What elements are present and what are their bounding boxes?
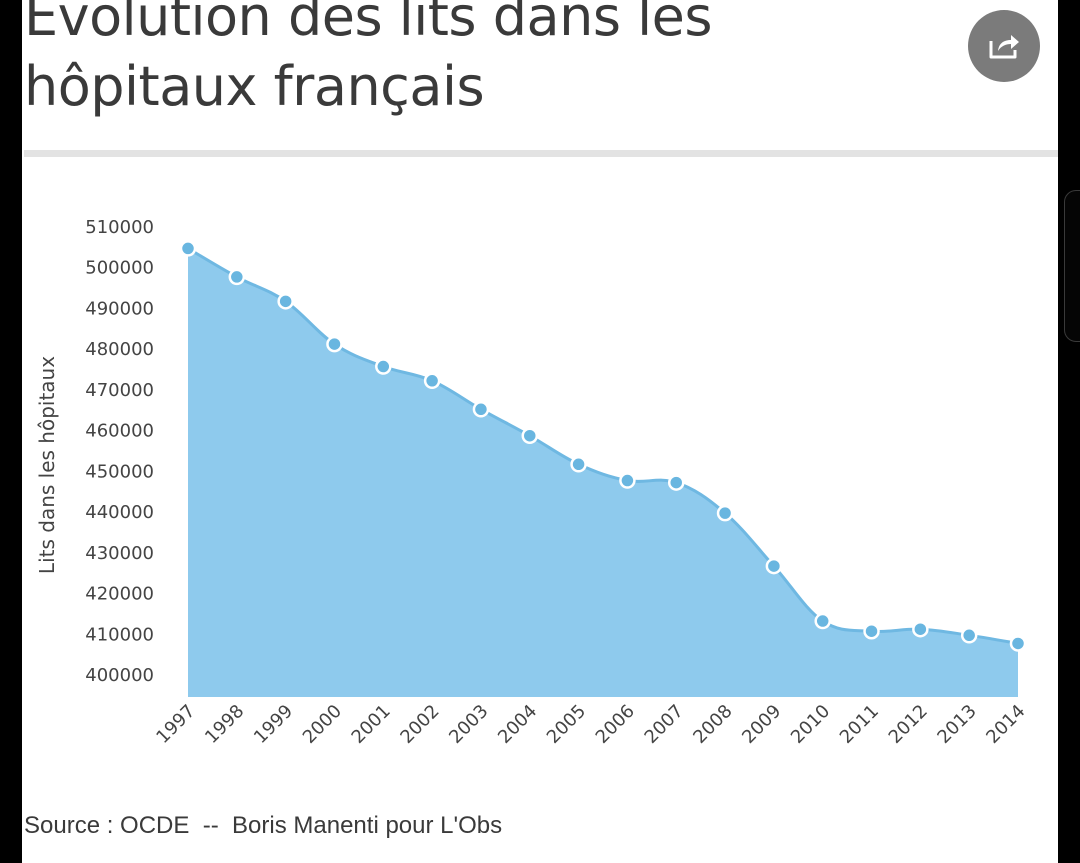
x-tick-label: 2014 <box>982 701 1029 748</box>
data-point-2004[interactable] <box>521 427 539 444</box>
y-tick-label: 500000 <box>85 258 154 279</box>
y-tick-label: 480000 <box>85 339 154 360</box>
data-point-2003[interactable] <box>472 401 490 418</box>
data-point-2002[interactable] <box>423 372 441 390</box>
area-fill <box>188 248 1018 697</box>
x-tick-label: 1997 <box>152 701 199 748</box>
y-tick-label: 510000 <box>85 217 154 238</box>
y-tick-label: 410000 <box>85 624 154 645</box>
data-point-2008[interactable] <box>716 504 734 522</box>
x-tick-label: 2006 <box>592 701 639 748</box>
x-tick-label: 2010 <box>787 701 834 748</box>
x-tick-label: 2004 <box>494 701 541 748</box>
y-tick-label: 490000 <box>85 298 154 319</box>
x-tick-label: 1998 <box>201 701 248 748</box>
data-point-2013[interactable] <box>960 627 978 644</box>
y-axis-label: Lits dans les hôpitaux <box>35 356 59 574</box>
data-point-2011[interactable] <box>863 622 880 640</box>
data-point-1997[interactable] <box>179 240 197 257</box>
x-tick-label: 2000 <box>299 701 346 748</box>
x-tick-label: 2005 <box>543 701 590 748</box>
source-credit: Source : OCDE -- Boris Manenti pour L'Ob… <box>24 812 503 839</box>
x-tick-label: 2009 <box>738 701 785 748</box>
data-point-2005[interactable] <box>570 456 587 473</box>
y-tick-label: 440000 <box>85 502 154 523</box>
data-point-2007[interactable] <box>667 474 685 491</box>
share-button[interactable] <box>968 10 1040 82</box>
y-tick-label: 420000 <box>85 584 154 605</box>
x-tick-label: 2001 <box>348 701 395 748</box>
x-tick-label: 1999 <box>250 701 297 748</box>
data-point-2012[interactable] <box>912 620 929 638</box>
y-tick-label: 460000 <box>85 421 154 442</box>
y-tick-label: 470000 <box>85 380 154 401</box>
data-point-2010[interactable] <box>814 612 831 630</box>
x-tick-label: 2008 <box>689 701 736 748</box>
y-tick-label: 450000 <box>85 461 154 482</box>
data-point-2009[interactable] <box>765 557 783 575</box>
title-divider <box>24 150 1058 157</box>
x-tick-label: 2011 <box>836 701 883 748</box>
y-tick-label: 400000 <box>85 665 154 686</box>
share-icon <box>989 35 1019 59</box>
x-tick-label: 2003 <box>445 701 492 748</box>
data-point-2014[interactable] <box>1009 635 1027 652</box>
data-point-2001[interactable] <box>375 358 392 375</box>
data-point-2000[interactable] <box>326 335 343 353</box>
x-tick-label: 2013 <box>933 701 980 748</box>
x-tick-label: 2012 <box>885 701 932 748</box>
x-tick-label: 2002 <box>396 701 443 748</box>
y-tick-label: 430000 <box>85 543 154 564</box>
data-point-2006[interactable] <box>619 472 636 489</box>
x-tick-label: 2007 <box>641 701 688 748</box>
side-edge <box>1064 190 1080 342</box>
page-title: Evolution des lits dans les hôpitaux fra… <box>24 0 712 118</box>
data-point-1998[interactable] <box>228 268 246 286</box>
data-point-1999[interactable] <box>277 293 294 310</box>
